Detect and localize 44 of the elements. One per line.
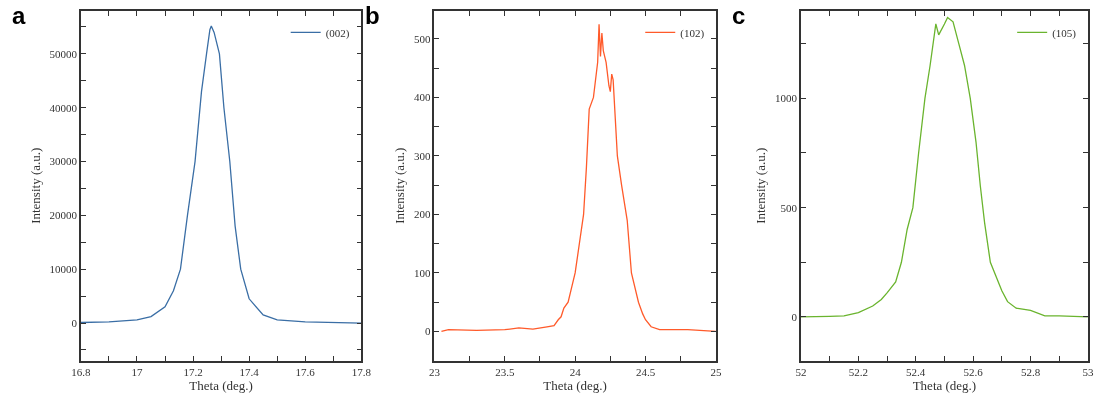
x-axis-title: Theta (deg.) bbox=[189, 377, 253, 393]
y-tick-label: 300 bbox=[413, 149, 431, 162]
y-axis-title: Intensity (a.u.) bbox=[27, 147, 43, 224]
x-tick-label: 23.5 bbox=[495, 365, 515, 378]
x-tick-label: 17.6 bbox=[295, 365, 316, 378]
y-tick-label: 200 bbox=[413, 208, 431, 221]
chart-title: b bbox=[365, 2, 380, 29]
y-tick-label: 30000 bbox=[49, 155, 78, 168]
y-tick-label: 1000 bbox=[775, 92, 798, 105]
y-tick-label: 10000 bbox=[49, 263, 78, 276]
x-tick-label: 52.2 bbox=[848, 365, 868, 378]
x-tick-label: 25 bbox=[710, 365, 722, 378]
y-axis-title: Intensity (a.u.) bbox=[753, 147, 769, 224]
x-tick-label: 16.8 bbox=[71, 365, 92, 378]
x-tick-label: 52.6 bbox=[963, 365, 984, 378]
x-tick-label: 52.4 bbox=[906, 365, 926, 378]
x-tick-label: 17.8 bbox=[351, 365, 372, 378]
y-tick-label: 400 bbox=[413, 91, 431, 104]
x-axis-title: Theta (deg.) bbox=[912, 377, 977, 393]
y-tick-label: 0 bbox=[71, 316, 78, 329]
x-tick-label: 17 bbox=[131, 365, 143, 378]
x-tick-label: 17.4 bbox=[239, 365, 260, 378]
x-tick-label: 53 bbox=[1082, 365, 1094, 378]
x-tick-label: 52.8 bbox=[1020, 365, 1041, 378]
x-tick-label: 24 bbox=[569, 365, 582, 378]
y-tick-label: 0 bbox=[424, 325, 431, 338]
y-tick-label: 500 bbox=[413, 32, 431, 45]
y-tick-label: 0 bbox=[791, 310, 798, 323]
x-tick-label: 24.5 bbox=[635, 365, 656, 378]
chart-title: a bbox=[12, 2, 26, 29]
x-axis-title: Theta (deg.) bbox=[543, 377, 607, 393]
y-tick-label: 500 bbox=[780, 201, 798, 214]
x-tick-label: 17.2 bbox=[183, 365, 203, 378]
x-tick-label: 23 bbox=[428, 365, 441, 378]
y-axis-title: Intensity (a.u.) bbox=[392, 147, 408, 224]
legend-label: (102) bbox=[680, 26, 705, 40]
legend-label: (105) bbox=[1052, 26, 1077, 40]
y-tick-label: 20000 bbox=[49, 209, 78, 222]
y-tick-label: 50000 bbox=[49, 47, 78, 60]
x-tick-label: 52 bbox=[795, 365, 807, 378]
y-tick-label: 40000 bbox=[49, 101, 78, 114]
legend-label: (002) bbox=[325, 26, 350, 40]
chart-title: c bbox=[732, 2, 746, 29]
y-tick-label: 100 bbox=[413, 266, 431, 279]
